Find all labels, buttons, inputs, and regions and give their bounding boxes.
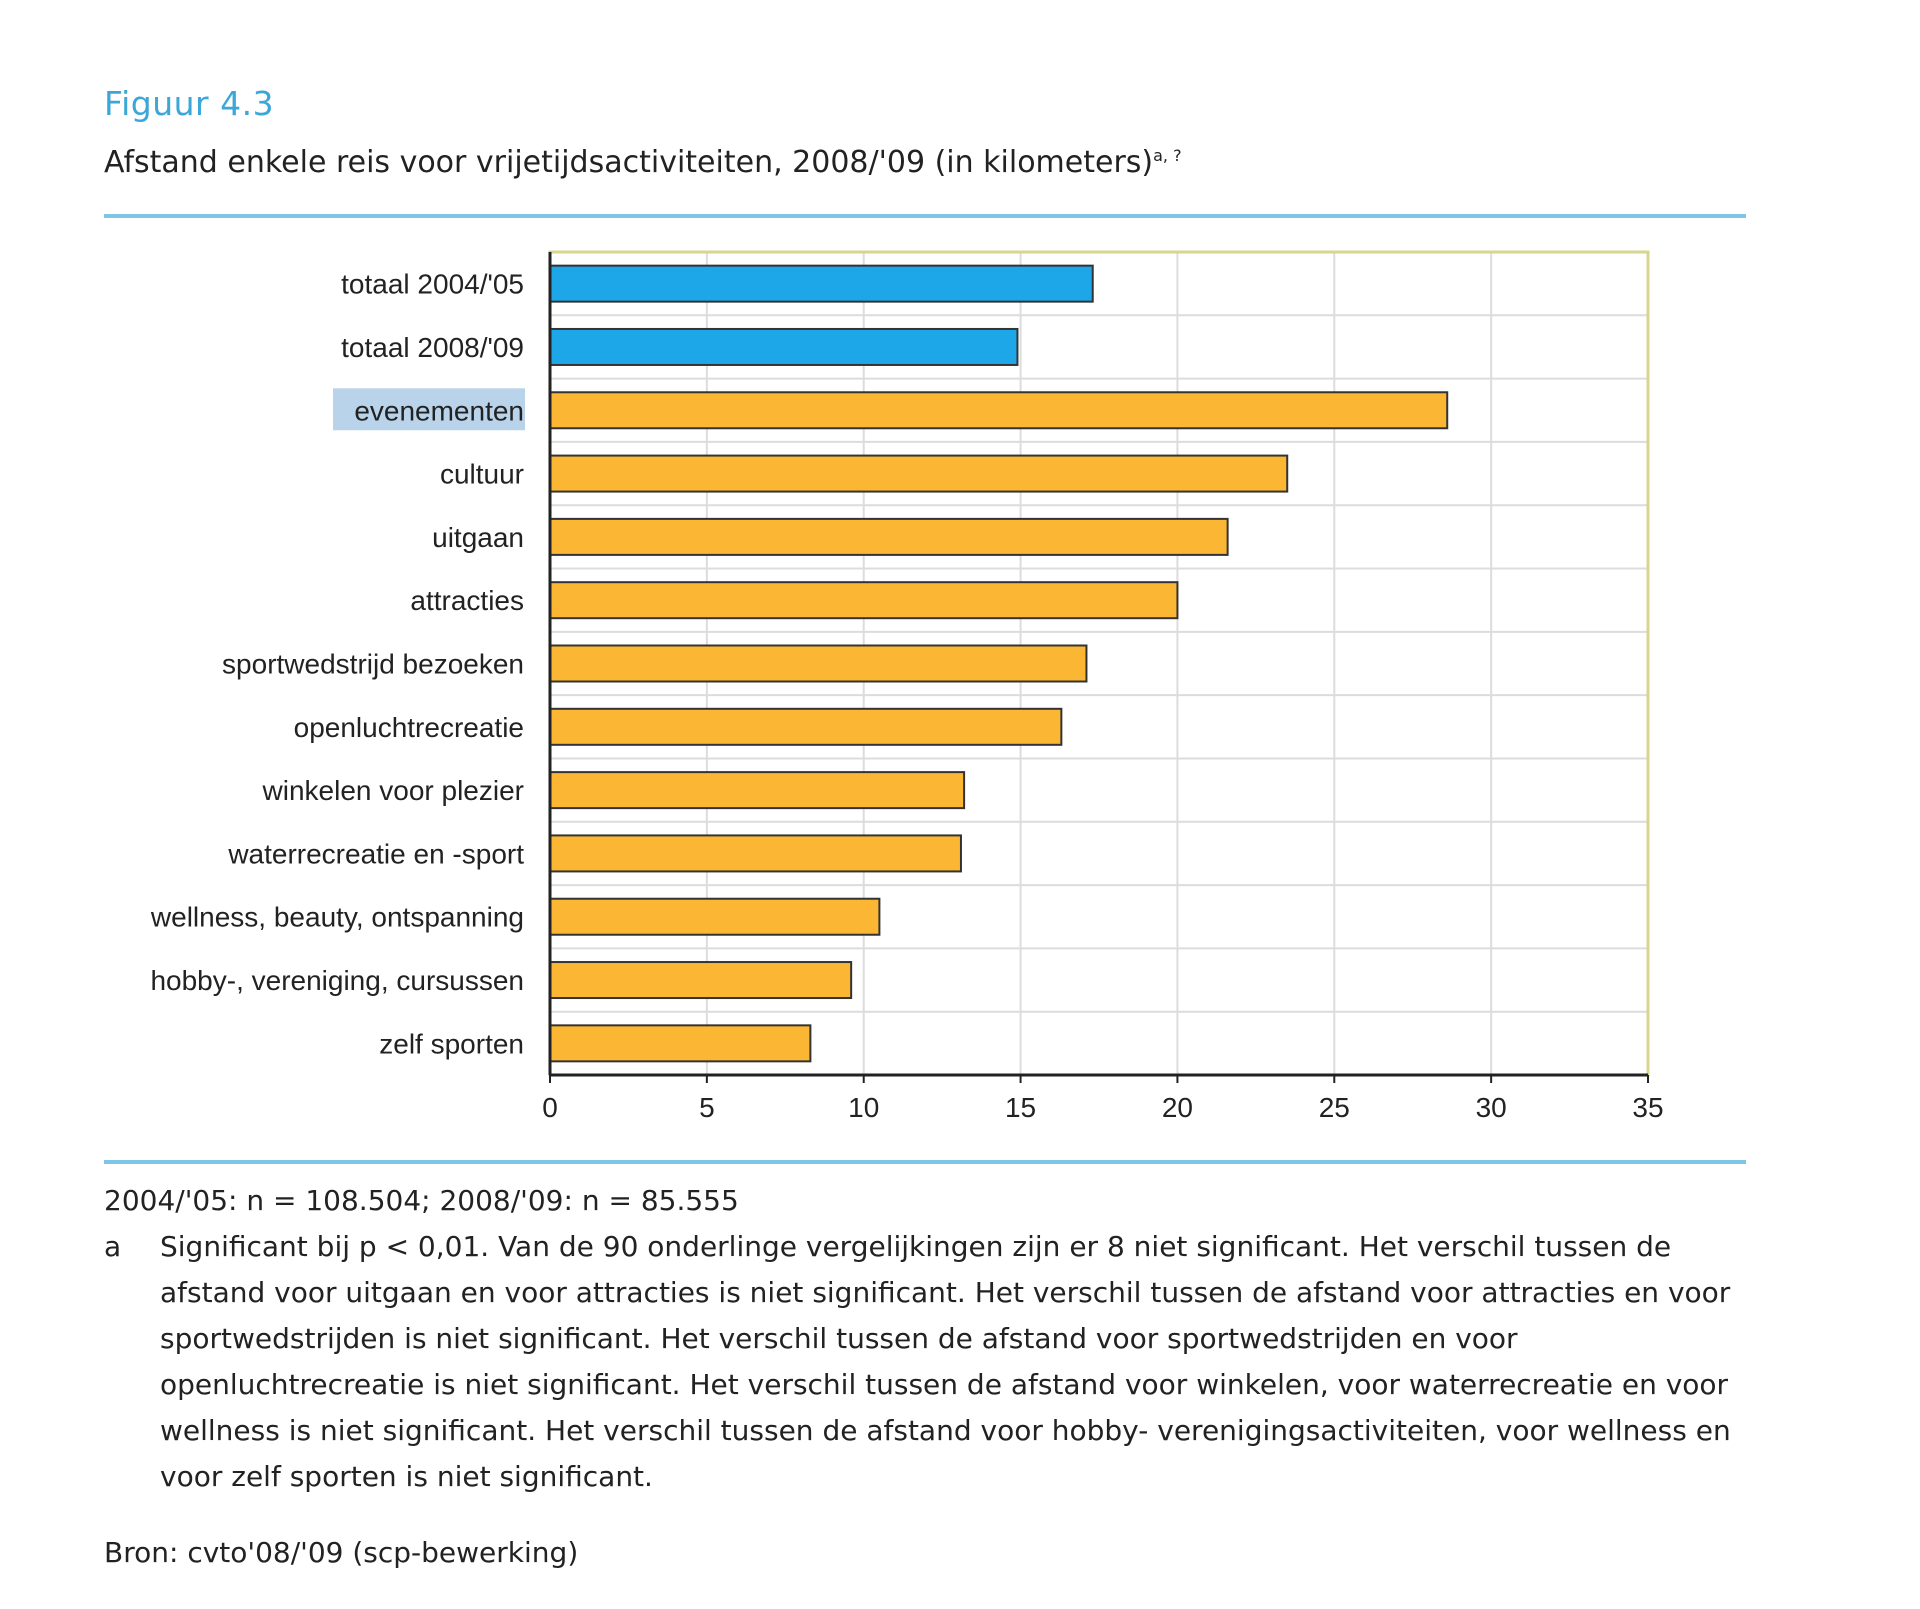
- label-highlight: [333, 388, 525, 431]
- figure-title-text: Afstand enkele reis voor vrijetijdsactiv…: [104, 145, 1154, 180]
- top-divider: [104, 214, 1746, 218]
- category-label: wellness, beauty, ontspanning: [150, 902, 524, 933]
- x-tick-label: 0: [542, 1092, 558, 1123]
- category-label: sportwedstrijd bezoeken: [222, 649, 524, 680]
- bar-evenementen: [549, 391, 1449, 430]
- bar-wellness-beauty-ontspanning: [549, 897, 881, 936]
- figure-label: Figuur 4.3: [104, 84, 275, 123]
- category-label: waterrecreatie en -sport: [227, 838, 524, 869]
- footnote-a: a Significant bij p < 0,01. Van de 90 on…: [104, 1224, 1754, 1500]
- category-label: attracties: [410, 585, 524, 616]
- bar-uitgaan: [549, 517, 1229, 556]
- bar-sportwedstrijd-bezoeken: [549, 644, 1088, 683]
- bar-totaal-2004-05: [549, 264, 1094, 303]
- bar-chart: totaal 2004/'05 totaal 2008/'09 evenemente…: [150, 250, 1664, 1123]
- figure-title: Afstand enkele reis voor vrijetijdsactiv…: [104, 145, 1182, 180]
- bar-winkelen-voor-plezier: [549, 771, 966, 810]
- x-tick-label: 5: [699, 1092, 715, 1123]
- x-tick-label: 30: [1476, 1092, 1507, 1123]
- bar-attracties: [549, 581, 1179, 620]
- bar-zelf-sporten: [549, 1024, 812, 1063]
- category-label: totaal 2004/'05: [341, 269, 524, 300]
- category-label: cultuur: [440, 459, 524, 490]
- x-tick-label: 35: [1632, 1092, 1663, 1123]
- bottom-divider: [104, 1160, 1746, 1164]
- footnote-marker: a: [104, 1230, 122, 1263]
- bar-openluchtrecreatie: [549, 707, 1063, 746]
- category-label: winkelen voor plezier: [262, 775, 524, 806]
- category-label: evenementen: [354, 395, 524, 426]
- x-tick-label: 10: [848, 1092, 879, 1123]
- bar-totaal-2008-09: [549, 327, 1019, 366]
- figure-title-superscript: a, ?: [1153, 146, 1182, 165]
- category-label: hobby-, vereniging, cursussen: [150, 965, 524, 996]
- chart-notes: 2004/'05: n = 108.504; 2008/'09: n = 85.…: [104, 1178, 1754, 1500]
- bar-cultuur: [549, 454, 1289, 493]
- footnote-text: Significant bij p < 0,01. Van de 90 onde…: [160, 1230, 1731, 1493]
- category-label: openluchtrecreatie: [294, 712, 524, 743]
- source-note: Bron: cvto'08/'09 (scp-bewerking): [104, 1536, 579, 1569]
- category-label: zelf sporten: [379, 1028, 524, 1059]
- category-label: totaal 2008/'09: [341, 332, 524, 363]
- x-tick-label: 20: [1162, 1092, 1193, 1123]
- x-tick-label: 25: [1319, 1092, 1350, 1123]
- bar-hobby-vereniging-cursussen: [549, 961, 853, 1000]
- bar-waterrecreatie-en-sport: [549, 834, 962, 873]
- category-label: uitgaan: [432, 522, 524, 553]
- x-tick-label: 15: [1005, 1092, 1036, 1123]
- sample-size-note: 2004/'05: n = 108.504; 2008/'09: n = 85.…: [104, 1184, 739, 1217]
